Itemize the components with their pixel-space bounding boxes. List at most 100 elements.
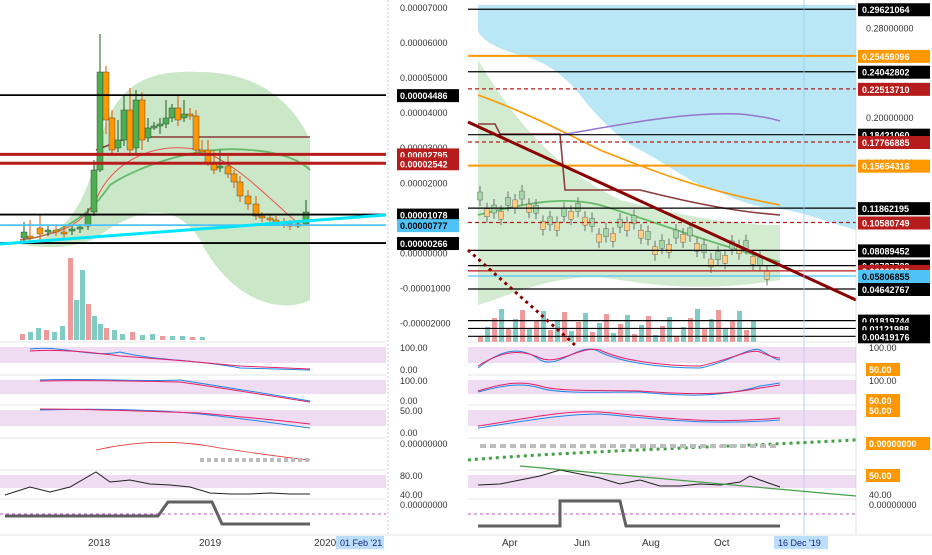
right-volume-32: [702, 328, 707, 342]
candle-body-8: [84, 213, 92, 227]
candle-body-1: [26, 235, 34, 239]
right-price-badge-6: [858, 159, 930, 173]
right-candle-2: [491, 204, 497, 214]
left-y-tick-label-8: -0.00001000: [400, 283, 451, 293]
right-candle-19: [610, 233, 616, 242]
pane-band-4: [0, 475, 386, 488]
descending-trendline: [467, 120, 857, 302]
left-macd-hist-3: [221, 458, 225, 462]
right-candle-14: [575, 203, 581, 212]
right-volume-8: [534, 320, 539, 342]
right-chart-panel[interactable]: [467, 0, 857, 535]
right-pane-3-badge-0: [866, 437, 930, 450]
right-volume-12: [562, 312, 567, 342]
right-price-badge-label-5: 0.17766885: [862, 138, 910, 148]
volume-bar-4: [52, 332, 57, 340]
right-pane-band-0: [468, 347, 856, 363]
right-pane-1-label-0: 100.00: [869, 376, 897, 386]
right-candle-10: [547, 216, 553, 226]
right-macd-hist-6: [540, 444, 546, 448]
left-macd-line: [95, 441, 311, 461]
right-price-badge-label-1: 0.25459096: [862, 52, 910, 62]
left-rsi-ma-red: [39, 408, 311, 425]
left-price-axis: 0.00007000 0.00006000 0.00005000 0.00004000…: [397, 3, 459, 510]
right-macd-hist-15: [630, 444, 636, 448]
right-volume-0: [478, 336, 483, 342]
right-candle-22: [631, 215, 637, 224]
right-stochrsi-k: [477, 348, 781, 369]
left-price-badge-label-0: 0.00004486: [400, 91, 448, 101]
right-pane-2-label-0: 50.00: [869, 406, 892, 416]
right-price-badge-label-14: 0.01819744: [862, 317, 910, 327]
left-price-badge-label-5: 0.00000266: [400, 239, 448, 249]
candle-body-36: [258, 215, 266, 219]
candle-body-16: [132, 99, 140, 149]
right-macd-hist-4: [520, 444, 526, 448]
right-rsi-trendline: [519, 465, 857, 497]
candle-body-12: [108, 117, 116, 151]
right-macd-hist-13: [610, 444, 616, 448]
right-macd-hist-26: [740, 444, 746, 448]
right-candle-18: [603, 228, 609, 237]
right-price-badge-13: [858, 283, 930, 297]
right-candle-6: [519, 190, 525, 200]
right-candle-24: [645, 231, 651, 240]
right-macd-hist-5: [530, 444, 536, 448]
volume-bar-20: [180, 336, 185, 340]
right-price-badge-label-8: 0.10580749: [862, 218, 910, 228]
left-y-tick-label-7: 0.00000000: [400, 248, 448, 258]
right-volume-27: [667, 317, 672, 342]
right-candle-0: [477, 191, 483, 201]
right-macd-hist-1: [490, 444, 496, 448]
right-macd-hist-8: [560, 444, 566, 448]
left-macd-hist-13: [291, 458, 295, 462]
right-stochrsi-d: [477, 348, 781, 367]
volume-bar-6: [68, 258, 73, 340]
right-price-badge-label-7: 0.11862195: [862, 204, 909, 214]
right-macd-hist-25: [730, 444, 736, 448]
candle-body-24: [180, 113, 188, 119]
left-price-badge-5: [397, 237, 459, 251]
volume-bar-0: [20, 334, 25, 340]
candle-body-27: [198, 149, 206, 153]
right-volume-23: [639, 325, 644, 342]
left-macd-hist-10: [270, 458, 274, 462]
right-price-badge-0: [858, 3, 930, 17]
right-price-badge-16: [858, 330, 930, 344]
volume-bar-1: [28, 332, 33, 340]
right-volume-31: [695, 309, 700, 342]
right-volume-36: [730, 320, 735, 342]
volume-bar-9: [86, 304, 91, 340]
candle-body-35: [252, 203, 260, 217]
left-rsi-line: [4, 471, 310, 496]
right-candle-26: [659, 240, 665, 249]
volume-bar-7: [74, 300, 79, 340]
right-x-tick-2: Aug: [642, 538, 660, 549]
left-pane-0-label-0: 100.00: [400, 343, 428, 353]
right-candle-12: [561, 208, 567, 217]
left-y-tick-label-5: 0.00002000: [400, 178, 448, 188]
left-chart-panel[interactable]: [0, 0, 389, 535]
right-volume-35: [723, 329, 728, 342]
right-candle-41: [764, 271, 770, 280]
left-macd-hist-5: [235, 458, 239, 462]
right-x-tick-1: Jun: [574, 538, 590, 549]
left-macd-hist-14: [298, 458, 302, 462]
right-macd-hist-2: [500, 444, 506, 448]
left-macd-hist-11: [277, 458, 281, 462]
right-candle-40: [757, 257, 763, 266]
left-macd-hist-7: [249, 458, 253, 462]
volume-bar-21: [190, 337, 195, 340]
candle-body-14: [120, 109, 128, 141]
candle-body-30: [216, 165, 224, 169]
right-volume-11: [555, 321, 560, 342]
right-price-badge-label-9: 0.08089452: [862, 246, 910, 256]
right-macd-hist-9: [570, 444, 576, 448]
right-macd-green-dotted: [467, 438, 857, 462]
right-volume-33: [709, 319, 714, 342]
candle-body-2: [36, 227, 44, 235]
right-macd-hist-11: [590, 444, 596, 448]
right-macd-hist-20: [680, 444, 686, 448]
